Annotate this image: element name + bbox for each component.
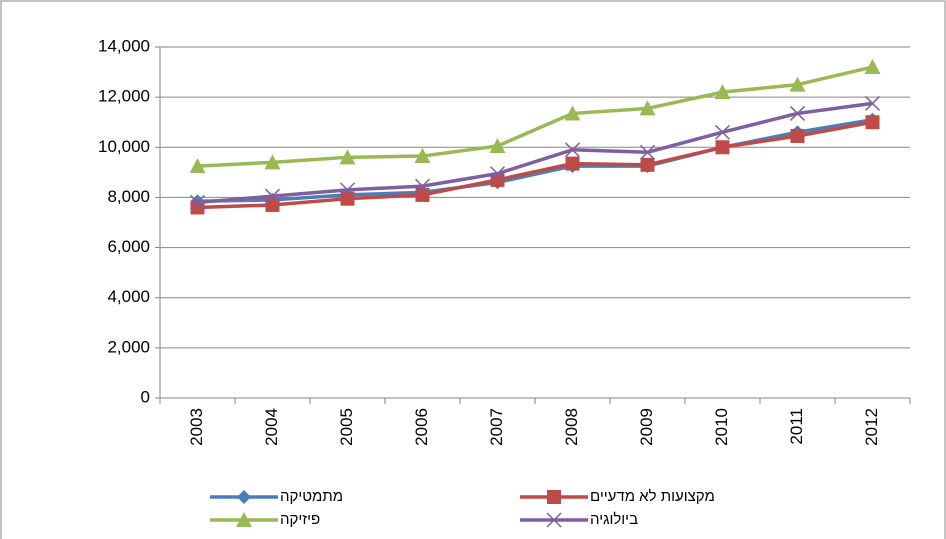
x-tick-label: 2004	[262, 408, 281, 446]
marker	[639, 144, 656, 160]
marker	[489, 166, 506, 182]
marker	[264, 154, 281, 170]
x-tick-label: 2010	[712, 408, 731, 446]
marker	[489, 138, 506, 154]
marker	[340, 191, 355, 206]
marker	[714, 84, 731, 100]
marker	[865, 115, 880, 130]
x-tick-label: 2005	[337, 408, 356, 446]
series-line	[197, 117, 873, 203]
marker	[264, 188, 281, 204]
marker	[236, 512, 252, 527]
x-tick-label: 2011	[787, 408, 806, 445]
x-tick-label: 2007	[487, 408, 506, 446]
x-tick-label: 2009	[637, 408, 656, 446]
marker	[564, 142, 581, 158]
marker	[565, 156, 580, 171]
marker	[415, 187, 430, 202]
marker	[546, 512, 562, 528]
y-tick-label: 10,000	[98, 137, 150, 156]
marker	[237, 490, 251, 504]
y-tick-label: 14,000	[98, 36, 150, 55]
legend-item: מתמטיקה	[210, 488, 343, 505]
marker	[190, 200, 205, 215]
legend-label: פיזיקה	[280, 511, 320, 528]
y-tick-label: 8,000	[107, 187, 150, 206]
y-tick-label: 2,000	[107, 337, 150, 356]
legend-item: פיזיקה	[210, 511, 320, 528]
marker	[564, 105, 581, 121]
marker	[789, 105, 806, 121]
marker	[790, 129, 805, 144]
x-tick-label: 2006	[412, 408, 431, 446]
legend-label: ביולוגיה	[590, 511, 638, 528]
legend-item: מקצועות לא מדעיים	[520, 488, 715, 505]
series-line	[197, 120, 873, 210]
marker	[414, 148, 431, 164]
series-line	[197, 101, 873, 205]
marker	[864, 59, 881, 75]
marker	[639, 100, 656, 116]
marker	[864, 95, 881, 111]
x-tick-label: 2003	[187, 408, 206, 446]
legend: מתמטיקה מקצועות לא מדעיים פיזיקה ביולוגיה	[210, 488, 715, 528]
marker	[640, 157, 655, 172]
marker	[547, 490, 561, 504]
marker	[189, 158, 206, 174]
y-tick-label: 12,000	[98, 87, 150, 106]
x-tick-label: 2008	[562, 408, 581, 446]
marker	[339, 182, 356, 198]
legend-label: מקצועות לא מדעיים	[590, 488, 715, 505]
y-tick-label: 0	[141, 387, 150, 406]
y-tick-label: 6,000	[107, 237, 150, 256]
y-tick-label: 4,000	[107, 287, 150, 306]
marker	[789, 76, 806, 92]
marker	[715, 140, 730, 155]
marker	[414, 178, 431, 194]
marker	[189, 194, 206, 210]
marker	[714, 124, 731, 140]
x-tick-label: 2012	[862, 408, 881, 446]
legend-item: ביולוגיה	[520, 511, 638, 528]
series-line	[197, 65, 873, 168]
legend-label: מתמטיקה	[280, 488, 343, 505]
marker	[265, 197, 280, 212]
marker	[339, 149, 356, 165]
